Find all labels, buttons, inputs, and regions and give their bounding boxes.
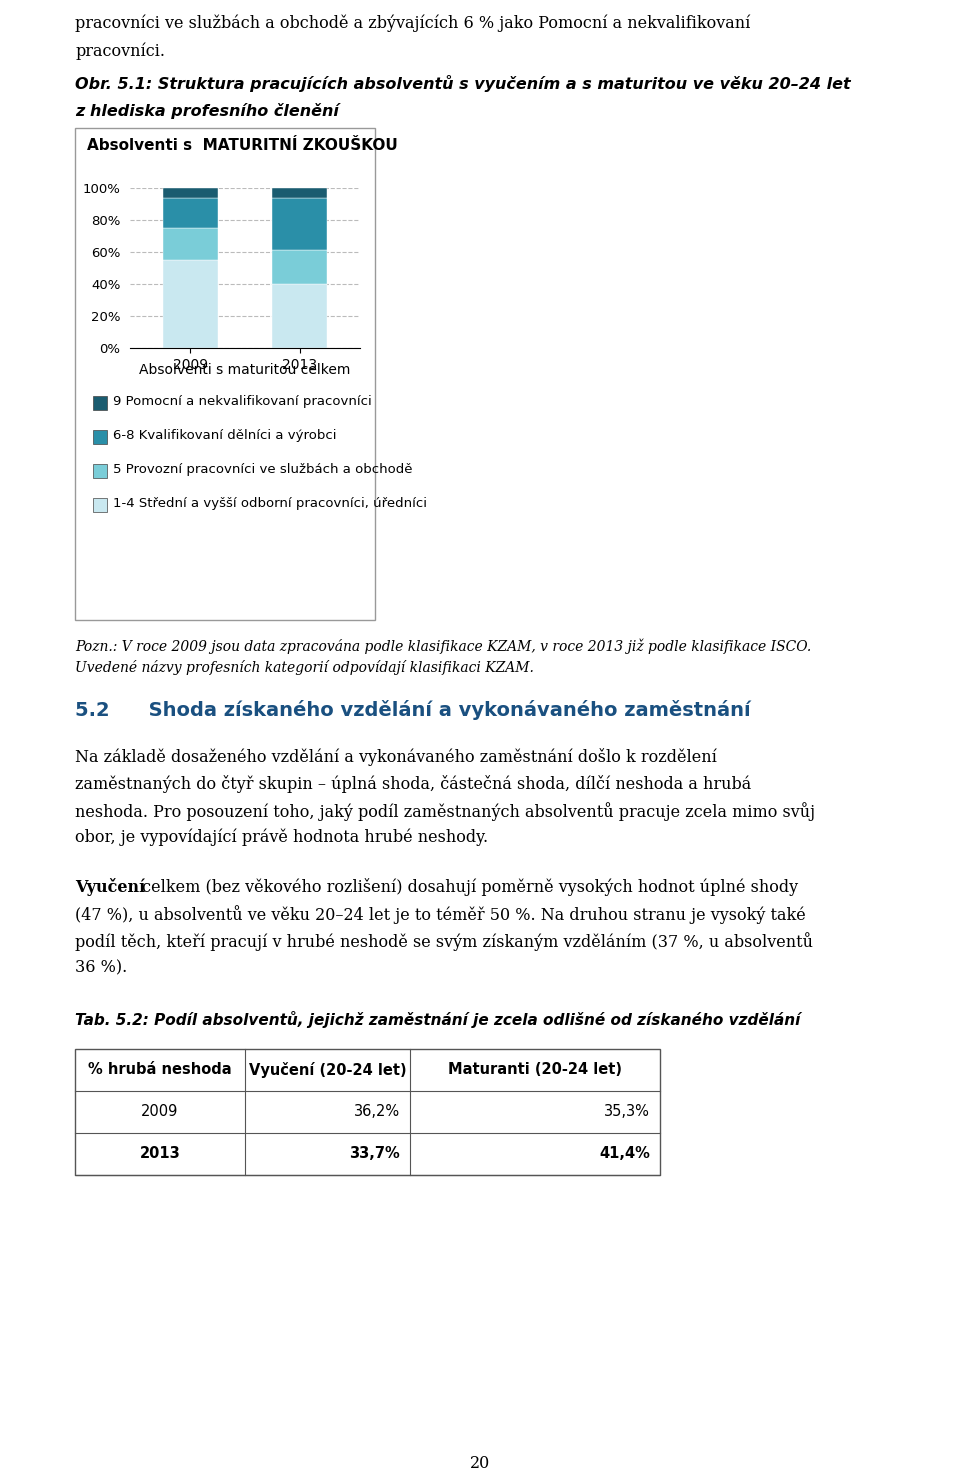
Text: Uvedené názvy profesních kategorií odpovídají klasifikaci KZAM.: Uvedené názvy profesních kategorií odpov… bbox=[75, 661, 534, 675]
Text: (47 %), u absolventů ve věku 20–24 let je to téměř 50 %. Na druhou stranu je vys: (47 %), u absolventů ve věku 20–24 let j… bbox=[75, 905, 805, 924]
Text: Pozn.: V roce 2009 jsou data zpracována podle klasifikace KZAM, v roce 2013 již : Pozn.: V roce 2009 jsou data zpracována … bbox=[75, 638, 811, 653]
Text: 33,7%: 33,7% bbox=[349, 1147, 400, 1162]
Text: pracovníci ve službách a obchodě a zbývajících 6 % jako Pomocní a nekvalifikovan: pracovníci ve službách a obchodě a zbýva… bbox=[75, 15, 751, 33]
Text: 35,3%: 35,3% bbox=[604, 1104, 650, 1119]
Bar bbox=[163, 228, 218, 260]
Text: 41,4%: 41,4% bbox=[599, 1147, 650, 1162]
Text: % hrubá neshoda: % hrubá neshoda bbox=[88, 1063, 231, 1077]
Text: podíl těch, kteří pracují v hrubé neshodě se svým získaným vzděláním (37 %, u ab: podíl těch, kteří pracují v hrubé neshod… bbox=[75, 933, 813, 950]
Text: 2013: 2013 bbox=[139, 1147, 180, 1162]
Text: Na základě dosaženého vzdělání a vykonávaného zaměstnání došlo k rozdělení: Na základě dosaženého vzdělání a vykonáv… bbox=[75, 748, 717, 766]
Text: Absolventi s  MATURITNÍ ZKOUŠKOU: Absolventi s MATURITNÍ ZKOUŠKOU bbox=[87, 137, 397, 154]
Text: 2009: 2009 bbox=[141, 1104, 179, 1119]
Text: zaměstnaných do čtyř skupin – úplná shoda, částečná shoda, dílčí neshoda a hrubá: zaměstnaných do čtyř skupin – úplná shod… bbox=[75, 774, 752, 794]
Bar bbox=[273, 188, 327, 198]
Bar bbox=[163, 198, 218, 228]
Text: obor, je vypovídající právě hodnota hrubé neshody.: obor, je vypovídající právě hodnota hrub… bbox=[75, 829, 488, 847]
Text: Maturanti (20-24 let): Maturanti (20-24 let) bbox=[448, 1063, 622, 1077]
Bar bbox=[163, 260, 218, 347]
Text: Vyučení (20-24 let): Vyučení (20-24 let) bbox=[249, 1063, 406, 1077]
Text: Absolventi s maturitou celkem: Absolventi s maturitou celkem bbox=[139, 364, 350, 377]
Text: 5.2  Shoda získaného vzdělání a vykonávaného zaměstnání: 5.2 Shoda získaného vzdělání a vykonávan… bbox=[75, 701, 751, 720]
Text: neshoda. Pro posouzení toho, jaký podíl zaměstnaných absolventů pracuje zcela mi: neshoda. Pro posouzení toho, jaký podíl … bbox=[75, 803, 815, 820]
Text: 36,2%: 36,2% bbox=[354, 1104, 400, 1119]
Text: celkem (bez věkového rozlišení) dosahují poměrně vysokých hodnot úplné shody: celkem (bez věkového rozlišení) dosahují… bbox=[137, 878, 798, 896]
Text: 6-8 Kvalifikovaní dělníci a výrobci: 6-8 Kvalifikovaní dělníci a výrobci bbox=[113, 430, 337, 442]
Text: z hlediska profesního členění: z hlediska profesního členění bbox=[75, 103, 339, 120]
Text: 20: 20 bbox=[469, 1454, 491, 1472]
Text: 5 Provozní pracovníci ve službách a obchodě: 5 Provozní pracovníci ve službách a obch… bbox=[113, 464, 413, 476]
Text: 9 Pomocní a nekvalifikovaní pracovníci: 9 Pomocní a nekvalifikovaní pracovníci bbox=[113, 396, 372, 408]
Text: 36 %).: 36 %). bbox=[75, 959, 128, 975]
Text: 1-4 Střední a vyšší odborní pracovníci, úředníci: 1-4 Střední a vyšší odborní pracovníci, … bbox=[113, 498, 427, 510]
Text: Obr. 5.1: Struktura pracujících absolventů s vyučením a s maturitou ve věku 20–2: Obr. 5.1: Struktura pracujících absolven… bbox=[75, 75, 851, 92]
Text: Tab. 5.2: Podíl absolventů, jejichž zaměstnání je zcela odlišné od získaného vzd: Tab. 5.2: Podíl absolventů, jejichž zamě… bbox=[75, 1011, 801, 1029]
Bar bbox=[273, 284, 327, 347]
Bar bbox=[93, 464, 107, 477]
Bar bbox=[163, 188, 218, 198]
Bar bbox=[273, 250, 327, 284]
Bar bbox=[273, 198, 327, 250]
Bar bbox=[75, 129, 375, 619]
Text: Vyučení: Vyučení bbox=[75, 878, 145, 896]
Text: pracovníci.: pracovníci. bbox=[75, 43, 165, 61]
Bar bbox=[93, 430, 107, 443]
Bar bbox=[93, 396, 107, 409]
Bar bbox=[93, 498, 107, 511]
Bar bbox=[75, 1049, 660, 1175]
